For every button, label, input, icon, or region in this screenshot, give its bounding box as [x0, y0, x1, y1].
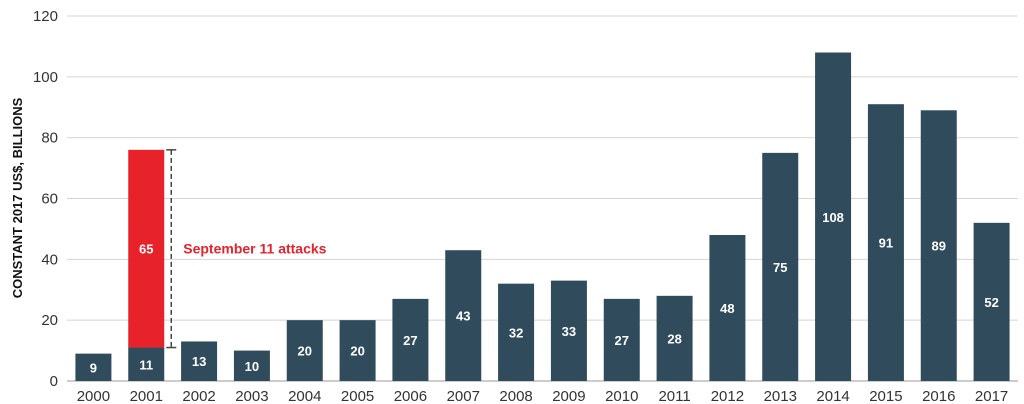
annotation-label: September 11 attacks: [183, 241, 326, 257]
bar: [128, 347, 165, 381]
bar: [550, 280, 587, 381]
bar: [603, 298, 640, 381]
y-tick-label: 20: [41, 312, 58, 329]
bar-value-label: 43: [456, 309, 470, 324]
bar-value-label: 13: [192, 354, 206, 369]
y-tick-label: 120: [33, 8, 58, 25]
x-tick-label: 2011: [658, 388, 690, 404]
bar: [445, 250, 482, 381]
bar-value-label: 108: [822, 210, 844, 225]
annotation: September 11 attacks: [166, 149, 327, 349]
x-tick-label: 2010: [605, 388, 638, 404]
bar: [656, 295, 693, 381]
x-tick-label: 2006: [394, 388, 427, 404]
y-tick-label: 60: [41, 191, 58, 208]
bars: 9 11 65 13 10 20 20 27 43 32 33 27 28 48 75 108 91 89 52: [75, 52, 1010, 382]
bar-value-label: 9: [90, 360, 97, 375]
x-tick-label: 2005: [341, 388, 374, 404]
x-tick-label: 2001: [130, 388, 163, 404]
x-tick-label: 2013: [764, 388, 797, 404]
bar-value-label: 33: [562, 324, 576, 339]
x-tick-label: 2002: [182, 388, 215, 404]
x-tick-label: 2016: [922, 388, 955, 404]
bar-value-label: 52: [984, 295, 998, 310]
bar: [181, 341, 218, 381]
bar: [75, 353, 112, 381]
bar: [392, 298, 429, 381]
bar-value-label: 10: [245, 359, 259, 374]
y-tick-label: 100: [33, 69, 58, 86]
bar-value-label: 28: [667, 331, 681, 346]
bar: [815, 52, 852, 381]
bar-value-label: 27: [615, 333, 629, 348]
bar-value-label: 65: [139, 242, 153, 257]
x-tick-label: 2004: [288, 388, 321, 404]
y-axis-label: CONSTANT 2017 US$, BILLIONS: [10, 97, 25, 298]
y-tick-label: 80: [41, 130, 58, 147]
y-tick-label: 40: [41, 251, 58, 268]
bar-value-label: 11: [139, 357, 153, 372]
bar-value-label: 89: [932, 239, 946, 254]
bar: [128, 149, 165, 348]
x-tick-label: 2012: [711, 388, 744, 404]
x-tick-label: 2015: [869, 388, 902, 404]
bar: [920, 110, 957, 382]
bar-value-label: 20: [350, 344, 364, 359]
bar-value-label: 20: [298, 344, 312, 359]
x-tick-label: 2003: [235, 388, 268, 404]
y-axis-ticks: 0 20 40 60 80 100 120: [33, 8, 58, 390]
bar: [498, 283, 535, 381]
x-tick-label: 2014: [816, 388, 849, 404]
bar-value-label: 27: [403, 333, 417, 348]
bar-value-label: 91: [879, 236, 893, 251]
bar: [233, 350, 270, 381]
gridlines: [67, 15, 1018, 382]
bar: [286, 320, 323, 381]
x-tick-label: 2000: [77, 388, 110, 404]
bar: [973, 222, 1010, 381]
x-tick-label: 2007: [447, 388, 480, 404]
x-tick-label: 2009: [552, 388, 585, 404]
x-tick-label: 2008: [499, 388, 532, 404]
bar: [762, 152, 799, 381]
x-tick-label: 2017: [975, 388, 1008, 404]
bar: [709, 235, 746, 381]
y-tick-label: 0: [50, 373, 58, 390]
bar: [339, 320, 376, 381]
bar-value-label: 75: [773, 260, 787, 275]
bar-value-label: 32: [509, 325, 523, 340]
bar: [867, 104, 904, 381]
x-axis-ticks: 2000 2001 2002 2003 2004 2005 2006 2007 2008 2009…: [77, 388, 1009, 404]
bar-value-label: 48: [720, 301, 734, 316]
